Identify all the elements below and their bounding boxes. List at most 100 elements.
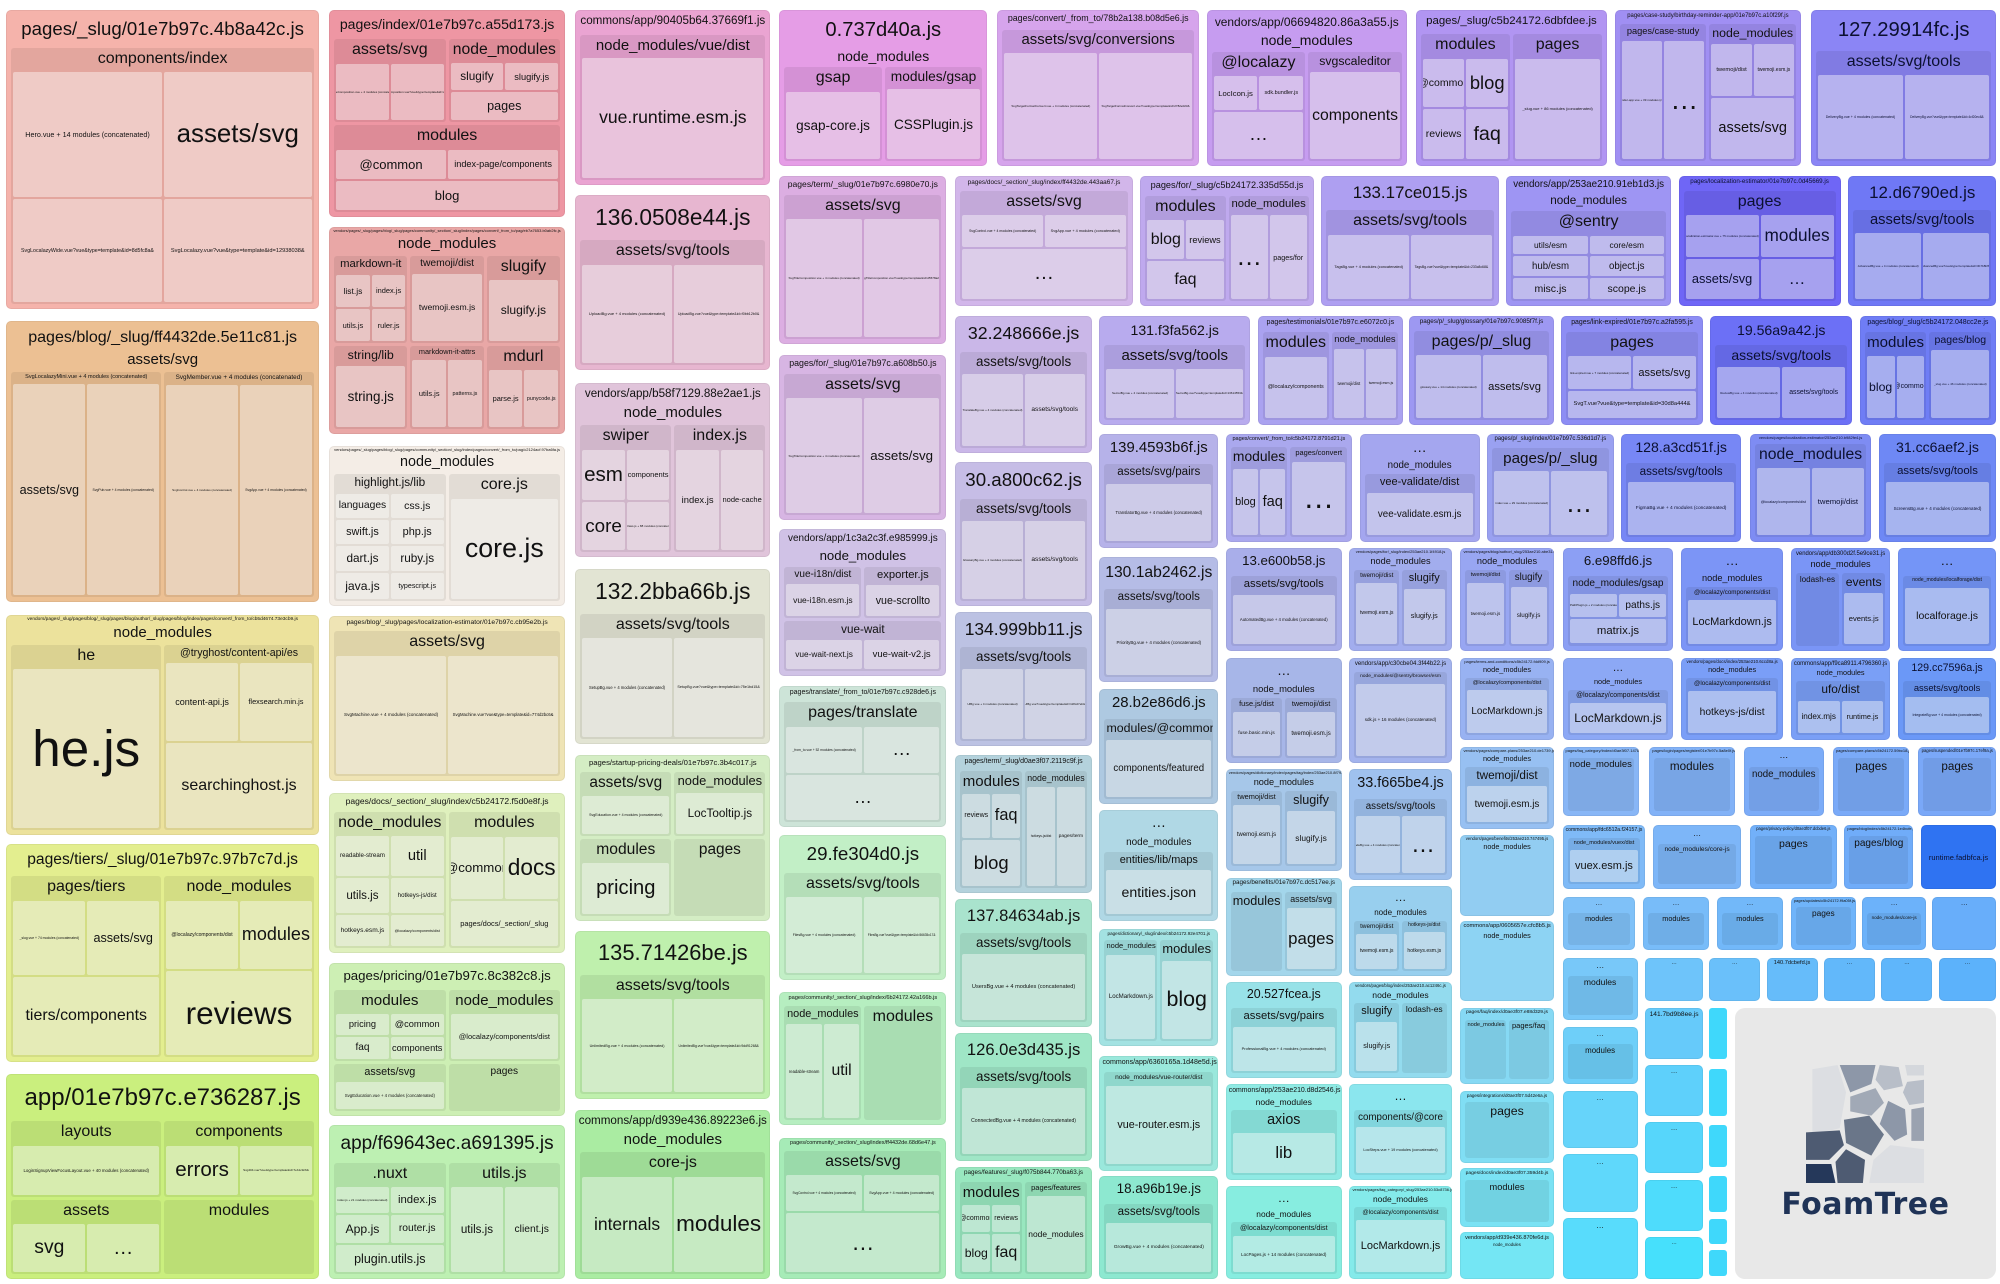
module-folder[interactable]: ufo/dist index.mjs runtime.js: [1795, 680, 1886, 735]
module-item[interactable]: @localazy/components: [1264, 356, 1327, 418]
chunk-tile[interactable]: pages/privacy-policy/d0ae3f07.dcbde6.js p…: [1750, 825, 1837, 890]
module-folder[interactable]: @sentry utils/esm core/esm hub/esm object.js…: [1511, 211, 1666, 302]
module-folder[interactable]: node_modules readable-stream util: [784, 1005, 862, 1120]
module-item[interactable]: index.js: [390, 1187, 444, 1214]
chunk-tile[interactable]: … node_modules fuse.js/dist fuse.basic.min.…: [1225, 658, 1342, 763]
chunk-tile[interactable]: vendors/app/db300d2f.5e9ce31.js node_modu…: [1790, 548, 1891, 651]
module-item[interactable]: reviews: [1186, 220, 1224, 259]
module-item[interactable]: SvgTargetFormatConvert.vue + 4 modules (…: [1004, 52, 1098, 159]
module-item[interactable]: core-class.js + 88 modules (concatenated…: [626, 501, 670, 551]
module-folder[interactable]: modules @localazy/components: [1262, 332, 1329, 420]
module-item[interactable]: LocMarkdown.js: [1569, 703, 1667, 733]
module-item[interactable]: slugify: [450, 63, 504, 91]
module-folder[interactable]: slugify slugify.js: [486, 255, 561, 343]
chunk-tile[interactable]: pages/tiers/_slug/01e7b97c.97b7c7d.js pag…: [6, 844, 319, 1063]
chunk-tile[interactable]: pages/faq_category/index/d0ae3f07.1478bd…: [1562, 747, 1640, 817]
module-item[interactable]: UsersBg.vue + 4 modules (concatenated): [962, 954, 1085, 1020]
module-item[interactable]: ConnectedBg.vue + 4 modules (concatenate…: [962, 1088, 1085, 1154]
module-item[interactable]: events.js: [1844, 593, 1884, 644]
chunk-tile[interactable]: pages/community/_section/_slug/index/6b2…: [779, 992, 947, 1125]
chunk-tile[interactable]: vendors/pages/localization-estimator/253…: [1750, 433, 1872, 543]
module-item[interactable]: utils.js: [450, 1187, 504, 1273]
chunk-tile[interactable]: vendors/app/b58f7129.88e2ae1.js node_modu…: [575, 382, 771, 558]
module-folder[interactable]: pages/features node_modules: [1025, 1181, 1087, 1275]
module-item[interactable]: faq: [1260, 468, 1286, 536]
chunk-tile[interactable]: … modules: [1562, 1026, 1638, 1085]
module-item[interactable]: vue-router.esm.js: [1106, 1085, 1212, 1164]
module-item[interactable]: parse.js: [488, 370, 523, 427]
module-item[interactable]: localforage.js: [1904, 587, 1990, 644]
module-item[interactable]: …: [1664, 40, 1705, 159]
chunk-tile[interactable]: … modules: [1642, 896, 1710, 951]
module-item[interactable]: blog: [962, 839, 1021, 886]
module-folder[interactable]: node_modules/@sentry/browser/esm sdk.js +…: [1354, 672, 1447, 758]
module-folder[interactable]: modules: [1654, 758, 1730, 812]
module-folder[interactable]: SvgMember.vue + 4 modules (concatenated)…: [164, 372, 314, 598]
module-item[interactable]: slugify.js: [488, 280, 559, 341]
module-item[interactable]: @common: [1896, 355, 1925, 418]
module-item[interactable]: pages: [1287, 908, 1335, 969]
module-folder[interactable]: fuse.js/dist fuse.basic.min.js: [1230, 697, 1283, 758]
module-item[interactable]: components: [390, 1036, 444, 1059]
module-item[interactable]: components/featured: [1106, 739, 1212, 797]
module-sliver[interactable]: [1709, 1125, 1728, 1168]
chunk-tile[interactable]: 141.7bd9b8ee.js: [1645, 1007, 1703, 1059]
module-item[interactable]: faq: [1147, 260, 1224, 300]
module-item[interactable]: languages: [336, 493, 389, 518]
module-folder[interactable]: gsap gsap-core.js: [784, 67, 882, 161]
module-folder[interactable]: modules pricing: [580, 839, 672, 916]
module-item[interactable]: hotkeys.esm.js: [1404, 932, 1445, 969]
module-folder[interactable]: SvgLocalazyMini.vue + 4 modules (concate…: [11, 372, 162, 598]
chunk-tile[interactable]: …: [1562, 1218, 1638, 1280]
module-item[interactable]: LocPages.js + 14 modules (concatenated): [1232, 1235, 1335, 1273]
module-item[interactable]: faq: [336, 1036, 389, 1059]
module-folder[interactable]: twemoji/dist twemoji.esm.js: [1230, 790, 1283, 867]
module-folder[interactable]: markdown-it-attrs utils.js patterns.js: [410, 345, 484, 429]
module-folder[interactable]: node_modules … pages/for: [1228, 195, 1309, 302]
chunk-tile[interactable]: vendors/pages/blog/index/253ae210.ac1246…: [1349, 982, 1452, 1078]
module-folder[interactable]: mdurl parse.js punycode.js: [486, 345, 561, 429]
module-folder[interactable]: node_modules/core-js: [1658, 843, 1737, 885]
module-item[interactable]: utils.js: [412, 360, 447, 427]
module-item[interactable]: TranslateBg.vue + 4 modules (concatenate…: [962, 373, 1023, 446]
module-item[interactable]: SecretBg.vue + 4 modules (concatenated): [1106, 368, 1174, 418]
module-folder[interactable]: components/@core LocSteps.vue + 19 module…: [1354, 1110, 1447, 1175]
module-item[interactable]: DeliveryBg.vue + 4 modules (concatenated…: [1818, 75, 1903, 159]
chunk-tile[interactable]: pages/faq/index/d0ae3f07.e88d329.js node_…: [1460, 1007, 1554, 1085]
module-item[interactable]: TranslatorBg.vue + 4 modules (concatenat…: [1106, 483, 1212, 542]
chunk-tile[interactable]: …: [1709, 957, 1761, 1002]
module-folder[interactable]: node_modules twemoji/dist twemoji.esm.js: [1331, 332, 1399, 420]
module-item[interactable]: gsap-core.js: [786, 91, 880, 159]
module-item[interactable]: @common: [336, 149, 447, 179]
module-folder[interactable]: modules: [864, 1005, 942, 1120]
chunk-tile[interactable]: pages/docs/index/d0ae3f07.359d4b.js modul…: [1460, 1168, 1554, 1228]
chunk-tile[interactable]: pages/term/_slug/d0ae3f07.2119c9f.js modu…: [955, 755, 1092, 893]
module-item[interactable]: vuex.esm.js: [1569, 850, 1639, 883]
chunk-tile[interactable]: vendors/pages/faq_category/_slug/253ae21…: [1349, 1186, 1452, 1280]
chunk-tile[interactable]: pages/dictionary/_slug/index/c5b24172.92…: [1099, 928, 1219, 1046]
module-item[interactable]: components: [1310, 72, 1400, 159]
module-folder[interactable]: node_modules: [1748, 766, 1819, 812]
module-item[interactable]: assets/svg: [1711, 97, 1794, 159]
module-folder[interactable]: pages/blog: [1849, 835, 1909, 885]
module-item[interactable]: esm: [582, 449, 625, 500]
module-folder[interactable]: twemoji/dist twemoji.esm.js: [1465, 570, 1506, 646]
module-item[interactable]: TagsBg.vue?vue&type=template&id=233c8c68…: [1411, 234, 1492, 300]
module-folder[interactable]: pages/convert…: [1290, 446, 1348, 538]
module-item[interactable]: SvgTitleComposition.vue?vue&type=templat…: [863, 219, 940, 338]
module-folder[interactable]: twemoji/dist twemoji.esm.js: [1354, 570, 1399, 646]
module-item[interactable]: assets/svg: [13, 384, 86, 596]
module-folder[interactable]: assets/svg/conversions SvgTargetFormatCon…: [1002, 29, 1194, 161]
module-folder[interactable]: assets/svg/tools UiBg.vue + 4 modules (co…: [960, 647, 1087, 742]
module-folder[interactable]: assets/svg/tools GrowBg.vue + 4 modules (…: [1104, 1203, 1214, 1275]
module-item[interactable]: @common: [1422, 58, 1465, 108]
module-item[interactable]: Hero.vue + 14 modules (concatenated): [13, 72, 162, 198]
chunk-tile[interactable]: … node_modules @localazy/components/dist Lo…: [1681, 548, 1784, 651]
module-item[interactable]: _from_to.vue + 52 modules (concatenated): [786, 726, 862, 773]
module-item[interactable]: twemoji.esm.js: [1232, 805, 1281, 865]
module-item[interactable]: utils.js: [336, 877, 389, 914]
module-folder[interactable]: modules blog: [1160, 940, 1214, 1041]
module-folder[interactable]: assets/svg/tools GlossaryBg.vue + 4 modul…: [960, 499, 1087, 601]
module-item[interactable]: utils.js: [336, 309, 370, 341]
chunk-tile[interactable]: 129.cc7596a.js assets/svg/tools IntegrateB…: [1897, 658, 1997, 740]
